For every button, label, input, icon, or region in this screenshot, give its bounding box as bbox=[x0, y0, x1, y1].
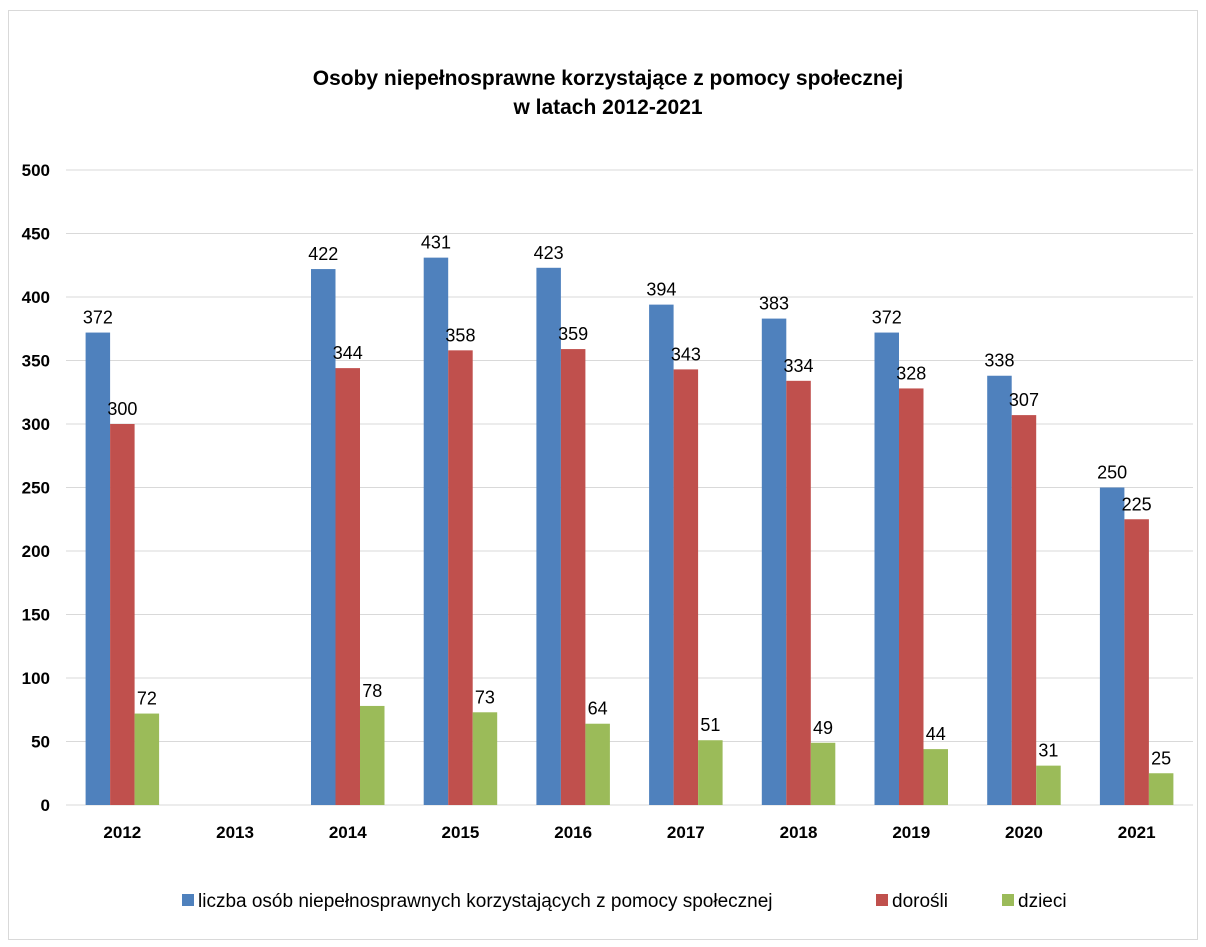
data-label: 338 bbox=[984, 351, 1014, 371]
bar bbox=[899, 388, 924, 805]
x-tick-label: 2014 bbox=[329, 823, 367, 842]
data-label: 359 bbox=[558, 324, 588, 344]
data-labels: 372 300 72 422 344 78 431 358 73 423 359 64 394 343 51… bbox=[83, 233, 1171, 769]
chart-subtitle: w latach 2012-2021 bbox=[512, 96, 702, 119]
data-label: 44 bbox=[926, 724, 946, 744]
bar bbox=[536, 267, 561, 805]
x-tick-label: 2018 bbox=[780, 823, 818, 842]
bar bbox=[134, 713, 160, 805]
legend-swatch bbox=[182, 894, 194, 906]
x-tick-label: 2013 bbox=[216, 823, 254, 842]
bar bbox=[649, 304, 674, 805]
x-axis: 2012 2013 2014 2015 2016 2017 2018 2019 2020 2021 bbox=[103, 823, 1155, 842]
bar bbox=[560, 349, 586, 805]
bar bbox=[472, 712, 498, 805]
data-label: 372 bbox=[872, 308, 902, 328]
bar bbox=[1099, 487, 1125, 805]
bar bbox=[761, 318, 787, 805]
data-label: 334 bbox=[784, 356, 814, 376]
legend-swatch bbox=[876, 894, 888, 906]
data-label: 49 bbox=[813, 718, 833, 738]
x-tick-label: 2012 bbox=[103, 823, 141, 842]
bar bbox=[673, 369, 699, 805]
data-label: 78 bbox=[362, 681, 382, 701]
bar bbox=[110, 424, 135, 805]
y-tick-label: 100 bbox=[22, 669, 50, 688]
x-tick-label: 2019 bbox=[892, 823, 930, 842]
bar bbox=[923, 749, 948, 805]
bar bbox=[698, 740, 723, 805]
y-tick-label: 200 bbox=[22, 542, 50, 561]
data-label: 358 bbox=[445, 325, 475, 345]
bar bbox=[360, 705, 385, 805]
bar bbox=[423, 257, 449, 805]
data-label: 344 bbox=[333, 343, 363, 363]
bar bbox=[1011, 415, 1037, 805]
data-label: 64 bbox=[588, 699, 608, 719]
bar bbox=[1036, 765, 1061, 805]
bar bbox=[1148, 773, 1174, 805]
data-label: 73 bbox=[475, 687, 495, 707]
data-label: 300 bbox=[107, 399, 137, 419]
bar bbox=[874, 332, 899, 805]
chart-title: Osoby niepełnosprawne korzystające z pom… bbox=[313, 67, 904, 90]
legend-label: liczba osób niepełnosprawnych korzystają… bbox=[198, 891, 773, 912]
bar bbox=[448, 350, 473, 805]
data-label: 422 bbox=[308, 244, 338, 264]
data-label: 51 bbox=[700, 715, 720, 735]
data-label: 328 bbox=[896, 363, 926, 383]
bar bbox=[85, 332, 111, 805]
bar bbox=[987, 375, 1012, 805]
y-tick-label: 0 bbox=[41, 796, 50, 815]
data-label: 372 bbox=[83, 308, 113, 328]
y-tick-label: 150 bbox=[22, 606, 50, 625]
x-tick-label: 2021 bbox=[1118, 823, 1156, 842]
y-tick-label: 250 bbox=[22, 479, 50, 498]
legend: liczba osób niepełnosprawnych korzystają… bbox=[182, 891, 1067, 912]
legend-label: dorośli bbox=[892, 891, 948, 912]
bar bbox=[1124, 519, 1149, 805]
y-tick-label: 400 bbox=[22, 288, 50, 307]
bar bbox=[311, 269, 336, 805]
bars bbox=[85, 257, 1174, 805]
legend-swatch bbox=[1002, 894, 1014, 906]
y-tick-label: 450 bbox=[22, 225, 50, 244]
bar bbox=[335, 368, 360, 805]
data-label: 31 bbox=[1038, 741, 1058, 761]
legend-label: dzieci bbox=[1018, 891, 1067, 912]
y-tick-label: 50 bbox=[31, 733, 50, 752]
data-label: 423 bbox=[534, 243, 564, 263]
data-label: 431 bbox=[421, 233, 451, 253]
data-label: 72 bbox=[137, 689, 157, 709]
y-axis: 0 50 100 150 200 250 300 350 400 450 500 bbox=[22, 161, 50, 815]
x-tick-label: 2015 bbox=[442, 823, 480, 842]
x-tick-label: 2017 bbox=[667, 823, 705, 842]
data-label: 343 bbox=[671, 344, 701, 364]
data-label: 25 bbox=[1151, 748, 1171, 768]
data-label: 250 bbox=[1097, 463, 1127, 483]
data-label: 394 bbox=[646, 280, 676, 300]
bar bbox=[786, 380, 811, 805]
data-label: 225 bbox=[1122, 494, 1152, 514]
y-tick-label: 300 bbox=[22, 415, 50, 434]
bar bbox=[810, 742, 836, 805]
y-tick-label: 350 bbox=[22, 352, 50, 371]
x-tick-label: 2020 bbox=[1005, 823, 1043, 842]
data-label: 383 bbox=[759, 294, 789, 314]
y-tick-label: 500 bbox=[22, 161, 50, 180]
x-tick-label: 2016 bbox=[554, 823, 592, 842]
data-label: 307 bbox=[1009, 390, 1039, 410]
bar bbox=[585, 723, 610, 805]
